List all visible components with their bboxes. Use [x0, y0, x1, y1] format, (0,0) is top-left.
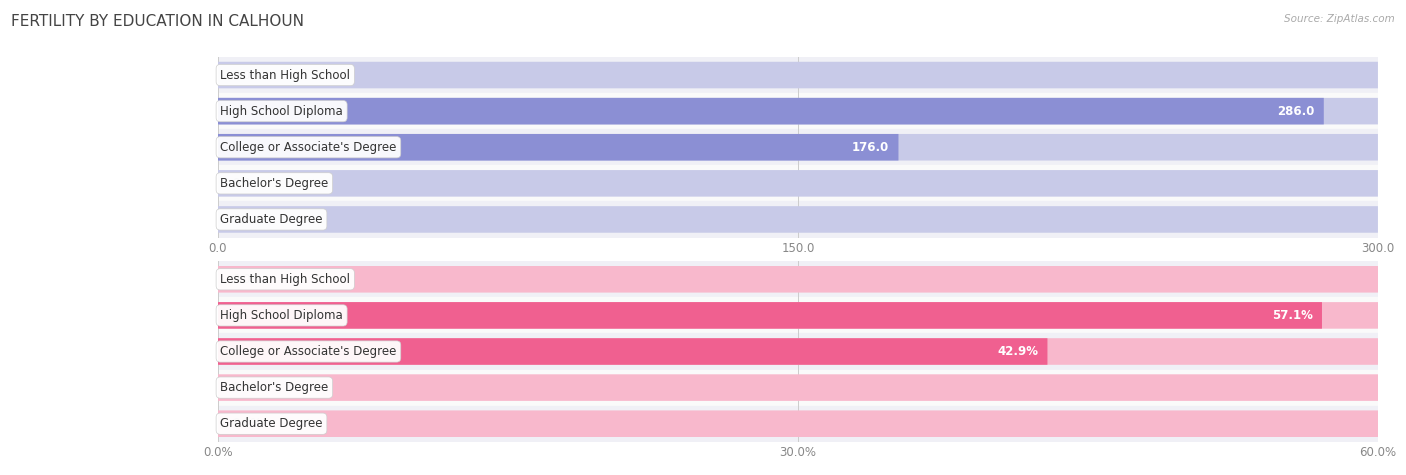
Text: 0.0: 0.0 — [232, 177, 250, 190]
Text: Source: ZipAtlas.com: Source: ZipAtlas.com — [1284, 14, 1395, 24]
FancyBboxPatch shape — [218, 374, 1378, 401]
Bar — [218, 370, 1378, 406]
FancyBboxPatch shape — [218, 134, 1378, 161]
Bar — [218, 406, 1378, 442]
Bar — [218, 297, 1378, 333]
Text: 0.0%: 0.0% — [232, 417, 262, 430]
Text: 0.0: 0.0 — [232, 213, 250, 226]
Text: High School Diploma: High School Diploma — [221, 309, 343, 322]
Text: 0.0: 0.0 — [232, 68, 250, 82]
Bar — [218, 333, 1378, 370]
FancyBboxPatch shape — [218, 302, 1378, 329]
Text: Bachelor's Degree: Bachelor's Degree — [221, 177, 329, 190]
Text: 286.0: 286.0 — [1277, 104, 1315, 118]
Text: High School Diploma: High School Diploma — [221, 104, 343, 118]
FancyBboxPatch shape — [218, 338, 1378, 365]
FancyBboxPatch shape — [218, 170, 1378, 197]
Text: 0.0%: 0.0% — [232, 381, 262, 394]
Bar — [218, 261, 1378, 297]
FancyBboxPatch shape — [218, 206, 1378, 233]
FancyBboxPatch shape — [218, 62, 1378, 88]
Bar — [218, 129, 1378, 165]
Text: 176.0: 176.0 — [852, 141, 889, 154]
Bar — [218, 201, 1378, 238]
Text: Less than High School: Less than High School — [221, 273, 350, 286]
FancyBboxPatch shape — [218, 410, 1378, 437]
Bar — [218, 165, 1378, 201]
Text: Less than High School: Less than High School — [221, 68, 350, 82]
Text: 42.9%: 42.9% — [997, 345, 1038, 358]
Text: Bachelor's Degree: Bachelor's Degree — [221, 381, 329, 394]
Text: Graduate Degree: Graduate Degree — [221, 213, 323, 226]
FancyBboxPatch shape — [218, 266, 1378, 293]
FancyBboxPatch shape — [218, 338, 1047, 365]
Text: 57.1%: 57.1% — [1271, 309, 1313, 322]
FancyBboxPatch shape — [218, 302, 1322, 329]
Text: College or Associate's Degree: College or Associate's Degree — [221, 345, 396, 358]
FancyBboxPatch shape — [218, 98, 1378, 124]
Text: College or Associate's Degree: College or Associate's Degree — [221, 141, 396, 154]
Bar — [218, 93, 1378, 129]
Bar — [218, 57, 1378, 93]
Text: FERTILITY BY EDUCATION IN CALHOUN: FERTILITY BY EDUCATION IN CALHOUN — [11, 14, 304, 29]
FancyBboxPatch shape — [218, 98, 1324, 124]
Text: 0.0%: 0.0% — [232, 273, 262, 286]
FancyBboxPatch shape — [218, 134, 898, 161]
Text: Graduate Degree: Graduate Degree — [221, 417, 323, 430]
